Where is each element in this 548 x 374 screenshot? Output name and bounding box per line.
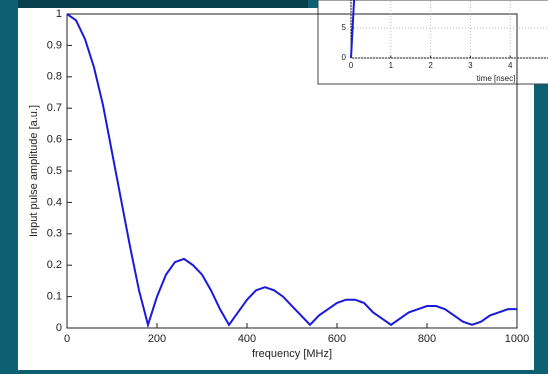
x-tick-label: 600: [328, 333, 346, 345]
x-tick-label: 1: [389, 61, 394, 70]
y-tick-label: 0.7: [47, 102, 62, 114]
inset-x-axis-label: time [nsec]: [477, 74, 516, 83]
y-tick-label: 0.2: [47, 259, 62, 271]
data-line: [66, 13, 517, 329]
y-tick-label: 0: [342, 53, 347, 62]
y-tick-label: 0.5: [47, 165, 62, 177]
x-tick-label: 3: [468, 61, 473, 70]
x-tick-label: 800: [418, 333, 436, 345]
x-tick-label: 4: [508, 61, 513, 70]
x-tick-label: 400: [238, 333, 256, 345]
title-strip: [18, 0, 308, 9]
y-tick-label: 0.9: [47, 39, 62, 51]
y-tick-label: 10: [337, 0, 346, 2]
data-line: [350, 0, 356, 59]
y-tick-label: 0.4: [47, 196, 62, 208]
y-tick-label: 0.8: [47, 71, 62, 83]
x-tick-label: 1000: [505, 333, 529, 345]
x-tick-label: 200: [148, 333, 166, 345]
y-tick-label: 0.3: [47, 228, 62, 240]
x-tick-label: 0: [64, 333, 70, 345]
x-tick-label: 0: [349, 61, 354, 70]
y-axis-label: Input pulse amplitude [a.u.]: [28, 105, 40, 237]
y-tick-label: 1: [56, 8, 62, 20]
x-tick-label: 2: [428, 61, 433, 70]
y-tick-label: 5: [342, 23, 347, 32]
y-tick-label: 0.6: [47, 134, 62, 146]
y-tick-label: 0: [56, 322, 62, 334]
y-tick-label: 0.1: [47, 291, 62, 303]
x-axis-label: frequency [MHz]: [252, 348, 332, 360]
